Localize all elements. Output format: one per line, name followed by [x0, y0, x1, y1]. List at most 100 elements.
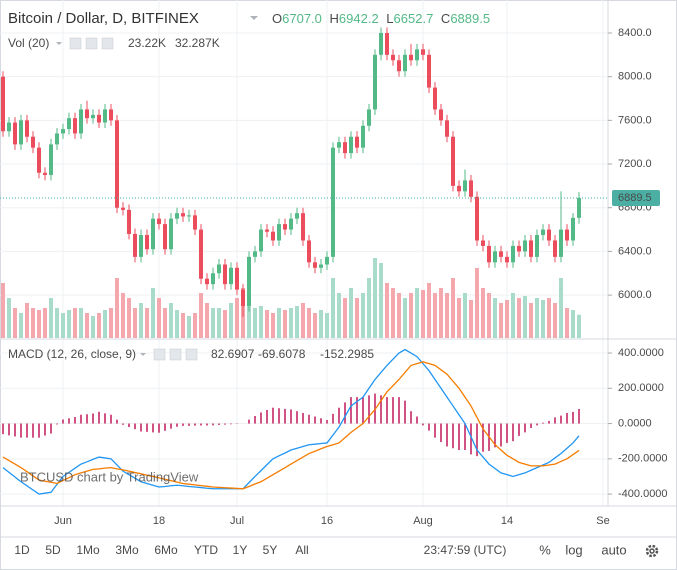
dropdown-arrow[interactable]	[250, 16, 258, 20]
volume-bar	[109, 308, 113, 338]
candle-body	[307, 240, 311, 263]
macd-histogram-bar	[74, 417, 76, 424]
volume-bar	[7, 298, 11, 338]
candle-body	[187, 215, 191, 217]
macd-histogram-bar	[392, 397, 394, 424]
candle-body	[373, 54, 377, 110]
y-tick-label: -200.0000	[618, 453, 668, 465]
macd-histogram-bar	[560, 415, 562, 424]
macd-histogram-bar	[170, 423, 172, 429]
volume-bar	[217, 308, 221, 338]
candle-body	[409, 54, 413, 61]
volume-bar	[247, 298, 251, 338]
range-button[interactable]: 5Y	[263, 543, 278, 557]
volume-bar	[49, 298, 53, 338]
range-button[interactable]: All	[295, 543, 308, 557]
candle-body	[283, 224, 287, 230]
last-price-box	[612, 189, 660, 206]
candle-body	[481, 240, 485, 246]
volume-bar	[283, 310, 287, 338]
macd-histogram-bar	[260, 412, 262, 424]
dropdown-arrow[interactable]	[140, 353, 146, 356]
candle-body	[271, 231, 275, 241]
macd-histogram-bar	[68, 418, 70, 424]
macd-histogram-bar	[164, 423, 166, 431]
x-tick-label: 16	[321, 515, 333, 527]
volume-bar	[289, 308, 293, 338]
settings-icon[interactable]	[169, 348, 182, 361]
candle-body	[199, 229, 203, 279]
y-tick-label: 7200.0	[618, 158, 652, 170]
macd-histogram-bar	[326, 420, 328, 424]
candle-body	[145, 235, 149, 250]
volume-bar	[193, 313, 197, 338]
scale-option[interactable]: log	[565, 542, 582, 557]
volume-bar	[403, 298, 407, 338]
range-button[interactable]: 1D	[14, 543, 30, 557]
volume-bar	[469, 300, 473, 338]
range-button[interactable]: 6Mo	[154, 543, 178, 557]
candle-body	[223, 264, 227, 285]
volume-bar	[229, 303, 233, 338]
candle-body	[67, 118, 71, 130]
macd-histogram-bar	[470, 423, 472, 455]
macd-histogram-bar	[32, 423, 34, 438]
candle-body	[463, 180, 467, 192]
candle-body	[217, 264, 221, 274]
macd-histogram-bar	[62, 419, 64, 424]
settings-gear[interactable]	[645, 544, 659, 558]
settings-icon[interactable]	[85, 37, 98, 50]
visibility-icon[interactable]	[69, 37, 82, 50]
volume-bar	[67, 310, 71, 338]
volume-bar	[73, 308, 77, 338]
volume-bar	[61, 313, 65, 338]
scale-option[interactable]: %	[539, 542, 551, 557]
dropdown-arrow[interactable]	[56, 42, 62, 45]
scale-option[interactable]: auto	[601, 542, 626, 557]
volume-ma-value: 32.287K	[175, 36, 220, 50]
candle-body	[151, 218, 155, 250]
candle-body	[133, 233, 137, 257]
macd-histogram-bar	[518, 423, 520, 436]
macd-histogram-bar	[14, 423, 16, 437]
macd-histogram-bar	[416, 416, 418, 424]
macd-histogram-bar	[38, 423, 40, 438]
candle-body	[559, 229, 563, 257]
volume-bar	[139, 303, 143, 338]
macd-histogram-bar	[530, 423, 532, 428]
volume-bar	[379, 263, 383, 338]
candle-body	[115, 120, 119, 208]
candle-body	[13, 122, 17, 145]
macd-histogram-bar	[332, 413, 334, 424]
volume-bar	[265, 310, 269, 338]
range-button[interactable]: 5D	[45, 543, 61, 557]
volume-bar	[553, 303, 557, 338]
macd-histogram-bar	[320, 418, 322, 424]
candle-body	[37, 147, 41, 173]
visibility-icon[interactable]	[153, 348, 166, 361]
macd-histogram-bar	[524, 423, 526, 433]
macd-histogram-bar	[206, 423, 208, 426]
volume-bar	[79, 308, 83, 338]
range-button[interactable]: 3Mo	[115, 543, 139, 557]
volume-bar	[301, 303, 305, 338]
x-tick-label: Jun	[54, 515, 72, 527]
range-button[interactable]: YTD	[194, 543, 218, 557]
remove-icon[interactable]	[185, 348, 198, 361]
volume-bar	[505, 300, 509, 338]
y-tick-label: -400.0000	[618, 488, 668, 500]
remove-icon[interactable]	[101, 37, 114, 50]
range-button[interactable]: 1Mo	[76, 543, 100, 557]
volume-bar	[259, 306, 263, 338]
volume-bar	[127, 298, 131, 338]
candle-body	[367, 109, 371, 126]
volume-bar	[463, 293, 467, 338]
macd-histogram-bar	[182, 423, 184, 426]
macd-histogram-bar	[338, 407, 340, 424]
macd-line	[2, 361, 580, 490]
range-button[interactable]: 1Y	[233, 543, 248, 557]
macd-histogram-bar	[152, 423, 154, 433]
volume-bar	[475, 268, 479, 338]
macd-histogram-bar	[20, 423, 22, 438]
volume-bar	[445, 293, 449, 338]
